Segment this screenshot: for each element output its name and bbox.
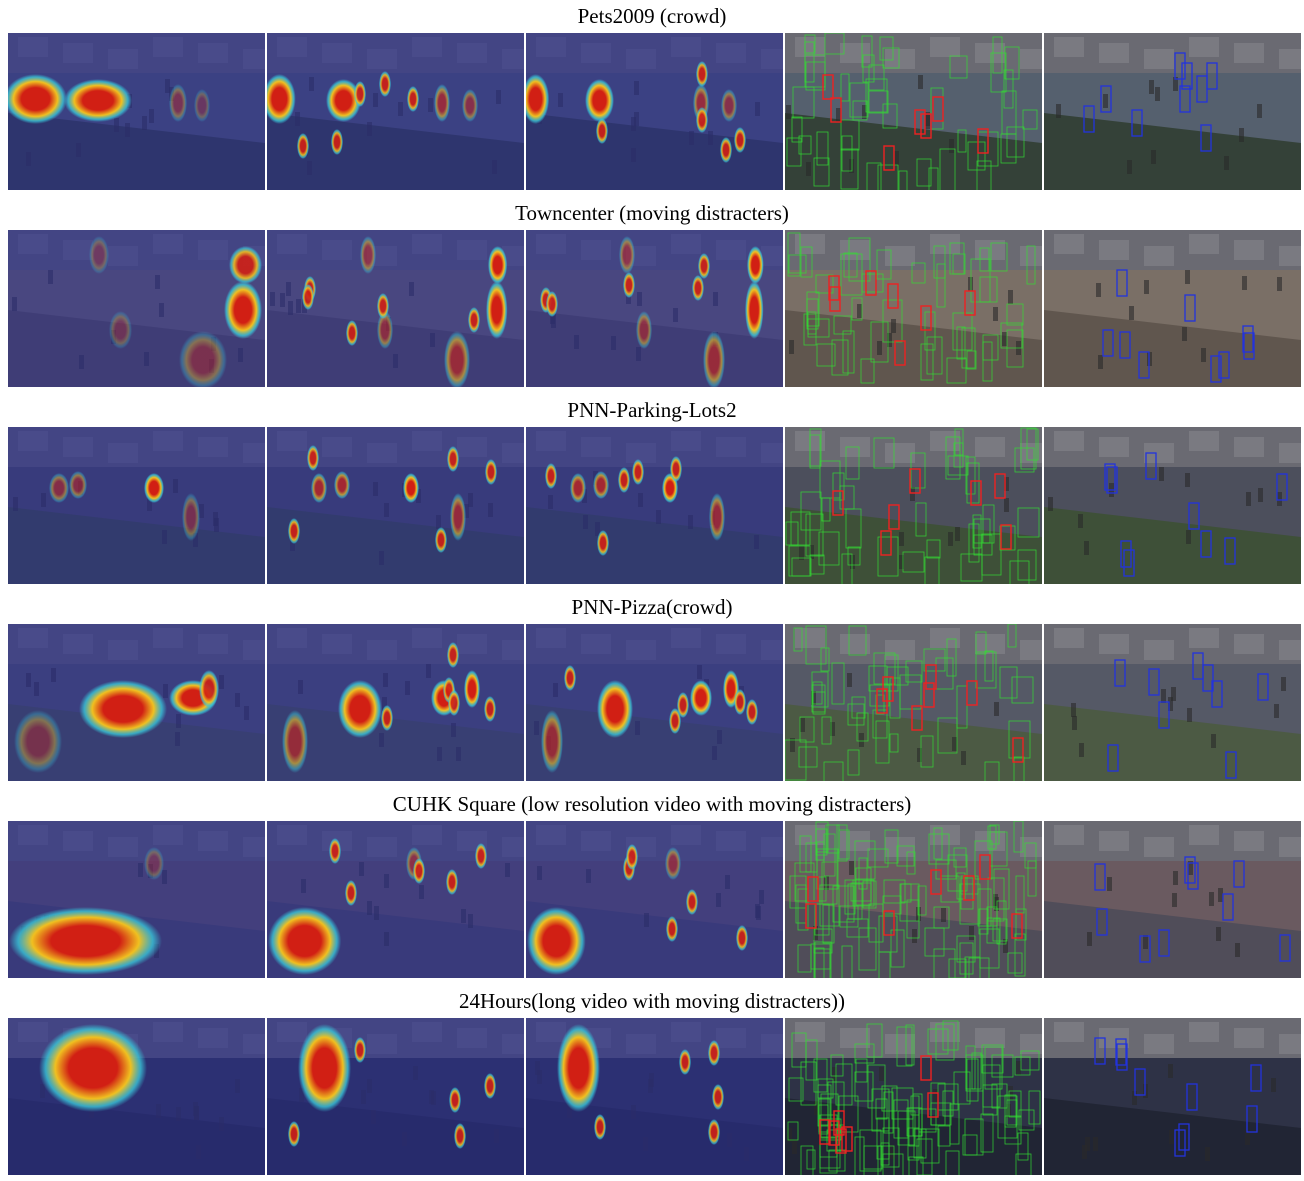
scene-image bbox=[526, 624, 783, 781]
panel-proposals-detections bbox=[785, 1018, 1042, 1175]
scene-image bbox=[1044, 821, 1301, 978]
panel-heatmap-2 bbox=[267, 624, 524, 781]
scene-image bbox=[1044, 624, 1301, 781]
scene-image bbox=[526, 821, 783, 978]
scene-image bbox=[785, 821, 1042, 978]
panel-heatmap-2 bbox=[267, 230, 524, 387]
scene-image bbox=[785, 230, 1042, 387]
panel-heatmap-2 bbox=[267, 1018, 524, 1175]
row-title: 24Hours(long video with moving distracte… bbox=[458, 989, 846, 1013]
figure-row-2: Towncenter (moving distracters) bbox=[0, 197, 1304, 393]
scene-image bbox=[267, 821, 524, 978]
scene-image bbox=[1044, 1018, 1301, 1175]
scene-image bbox=[267, 427, 524, 584]
panel-strip bbox=[8, 33, 1302, 190]
scene-image bbox=[8, 821, 265, 978]
scene-image bbox=[526, 33, 783, 190]
figure-row-3: PNN-Parking-Lots2 bbox=[0, 394, 1304, 590]
panel-heatmap-3 bbox=[526, 33, 783, 190]
panel-heatmap-1 bbox=[8, 1018, 265, 1175]
row-title: Pets2009 (crowd) bbox=[577, 4, 727, 28]
panel-heatmap-2 bbox=[267, 33, 524, 190]
panel-tracking-result bbox=[1044, 821, 1301, 978]
scene-image bbox=[526, 230, 783, 387]
figure-row-1: Pets2009 (crowd) bbox=[0, 0, 1304, 196]
row-title: PNN-Pizza(crowd) bbox=[571, 595, 733, 619]
panel-strip bbox=[8, 230, 1302, 387]
panel-proposals-detections bbox=[785, 427, 1042, 584]
scene-image bbox=[8, 230, 265, 387]
panel-heatmap-1 bbox=[8, 230, 265, 387]
panel-strip bbox=[8, 821, 1302, 978]
scene-image bbox=[8, 33, 265, 190]
panel-proposals-detections bbox=[785, 33, 1042, 190]
scene-image bbox=[526, 1018, 783, 1175]
scene-image bbox=[1044, 427, 1301, 584]
scene-image bbox=[8, 427, 265, 584]
panel-strip bbox=[8, 427, 1302, 584]
scene-image bbox=[785, 1018, 1042, 1175]
panel-heatmap-3 bbox=[526, 1018, 783, 1175]
scene-image bbox=[267, 230, 524, 387]
panel-tracking-result bbox=[1044, 33, 1301, 190]
panel-heatmap-1 bbox=[8, 821, 265, 978]
panel-proposals-detections bbox=[785, 230, 1042, 387]
figure-row-6: 24Hours(long video with moving distracte… bbox=[0, 985, 1304, 1181]
scene-image bbox=[1044, 230, 1301, 387]
scene-image bbox=[785, 33, 1042, 190]
panel-tracking-result bbox=[1044, 1018, 1301, 1175]
panel-tracking-result bbox=[1044, 230, 1301, 387]
panel-proposals-detections bbox=[785, 821, 1042, 978]
row-title: PNN-Parking-Lots2 bbox=[567, 398, 737, 422]
panel-heatmap-1 bbox=[8, 624, 265, 781]
scene-image bbox=[8, 624, 265, 781]
panel-heatmap-3 bbox=[526, 821, 783, 978]
scene-image bbox=[267, 33, 524, 190]
figure-row-4: PNN-Pizza(crowd) bbox=[0, 591, 1304, 787]
panel-heatmap-2 bbox=[267, 427, 524, 584]
scene-image bbox=[8, 1018, 265, 1175]
row-title: Towncenter (moving distracters) bbox=[515, 201, 789, 225]
figure-row-5: CUHK Square (low resolution video with m… bbox=[0, 788, 1304, 984]
panel-heatmap-3 bbox=[526, 230, 783, 387]
panel-tracking-result bbox=[1044, 624, 1301, 781]
scene-image bbox=[526, 427, 783, 584]
scene-image bbox=[267, 1018, 524, 1175]
scene-image bbox=[785, 427, 1042, 584]
scene-image bbox=[785, 624, 1042, 781]
scene-image bbox=[1044, 33, 1301, 190]
panel-heatmap-3 bbox=[526, 624, 783, 781]
panel-strip bbox=[8, 624, 1302, 781]
panel-proposals-detections bbox=[785, 624, 1042, 781]
panel-strip bbox=[8, 1018, 1302, 1175]
panel-heatmap-1 bbox=[8, 33, 265, 190]
panel-heatmap-2 bbox=[267, 821, 524, 978]
scene-image bbox=[267, 624, 524, 781]
panel-tracking-result bbox=[1044, 427, 1301, 584]
panel-heatmap-3 bbox=[526, 427, 783, 584]
panel-heatmap-1 bbox=[8, 427, 265, 584]
row-title: CUHK Square (low resolution video with m… bbox=[392, 792, 912, 816]
